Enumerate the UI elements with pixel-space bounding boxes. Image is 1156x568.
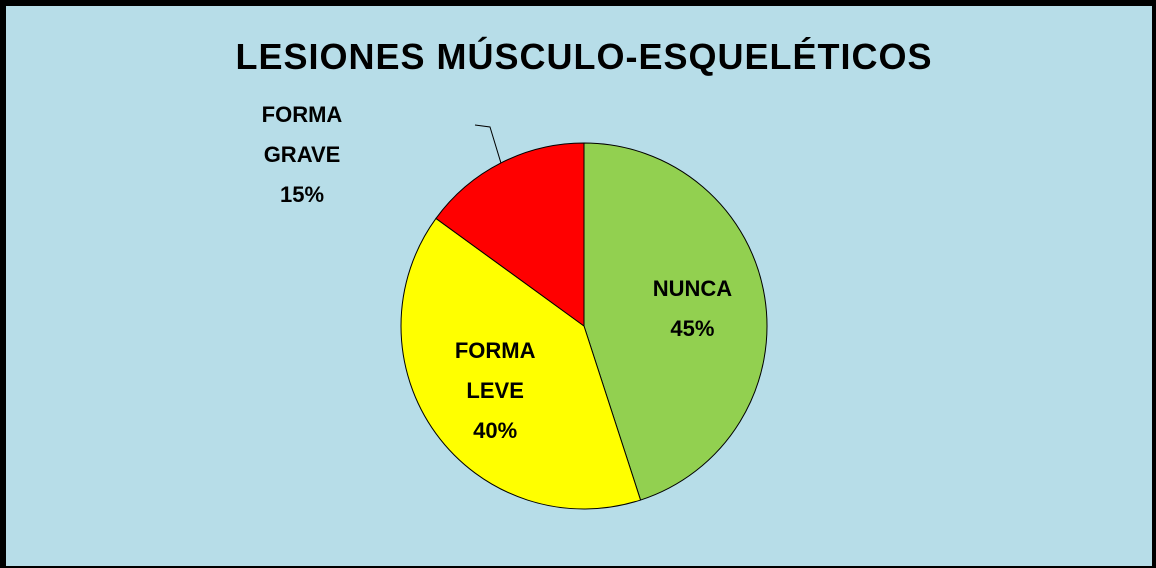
slice-value: 15% [279,182,325,207]
slice-category: NUNCA [652,275,733,301]
slice-label: FORMA GRAVE 15% [237,95,367,215]
leader-line [474,124,502,164]
pie-slice [400,217,642,510]
slice-label: FORMA LEVE 40% [430,331,560,451]
slice-label: NUNCA 45% [627,269,757,349]
slice-category: FORMA GRAVE [261,102,343,167]
slice-category: FORMA LEVE [454,337,536,403]
pie-slice [583,142,768,501]
chart-title: LESIONES MÚSCULO-ESQUELÉTICOS [235,36,933,77]
slice-value: 40% [473,417,518,443]
slice-value: 45% [670,315,715,341]
